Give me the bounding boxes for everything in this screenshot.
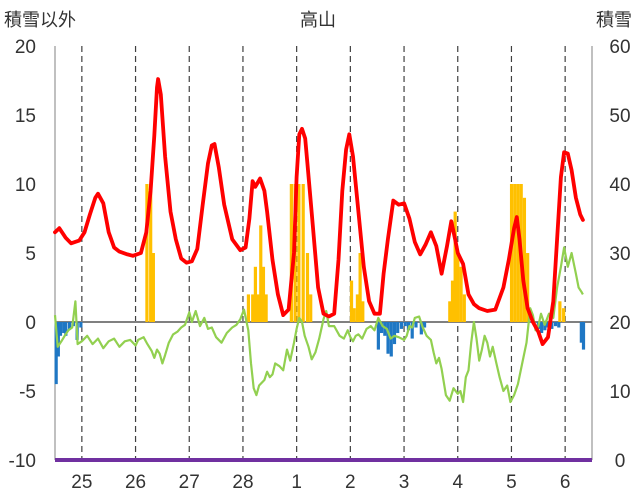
right-tick-label: 50 — [609, 106, 630, 127]
orange-bar — [256, 294, 260, 322]
orange-bar — [558, 301, 562, 322]
orange-bar — [456, 253, 460, 322]
orange-bar — [355, 294, 360, 322]
orange-bar — [522, 197, 527, 322]
grid-layer — [54, 46, 593, 460]
blue-bar — [579, 322, 583, 343]
orange-bar — [309, 294, 313, 322]
orange-bar — [297, 184, 301, 322]
x-tick-label: 25 — [71, 472, 92, 493]
blue-bar — [67, 322, 72, 329]
orange-bar — [349, 280, 354, 322]
blue-bar — [399, 322, 404, 329]
orange-bar — [301, 184, 305, 322]
orange-bar — [450, 280, 455, 322]
blue-bar — [58, 322, 63, 336]
blue-bar — [419, 322, 423, 335]
x-tick-label: 2 — [345, 472, 356, 493]
orange-bar — [513, 184, 517, 322]
x-tick-label: 1 — [291, 472, 302, 493]
blue-bar — [422, 322, 427, 328]
blue-bar — [410, 322, 414, 339]
left-tick-label: 5 — [25, 244, 36, 265]
left-tick-label: -5 — [19, 382, 36, 403]
right-tick-label: 10 — [609, 382, 630, 403]
right-tick-label: 60 — [609, 37, 630, 58]
blue-bar — [62, 322, 66, 334]
orange-bar — [448, 301, 452, 322]
chart-title: 高山 — [300, 10, 336, 30]
lines-layer — [53, 77, 592, 462]
left-tick-label: -10 — [9, 451, 36, 472]
blue-bar — [56, 322, 60, 357]
blue-bar — [540, 322, 544, 334]
orange-bar — [253, 266, 258, 322]
left-tick-label: 15 — [15, 106, 36, 127]
blue-bar — [581, 322, 586, 350]
x-tick-label: 6 — [560, 472, 571, 493]
blue-bar — [543, 322, 547, 331]
left-tick-label: 10 — [15, 175, 36, 196]
right-tick-label: 0 — [615, 451, 626, 472]
left-tick-label: 0 — [25, 313, 36, 334]
orange-bar — [361, 301, 365, 322]
blue-bar — [396, 322, 400, 334]
orange-bar — [145, 184, 149, 322]
blue-bar — [414, 322, 418, 328]
orange-bar — [459, 266, 463, 322]
x-tick-label: 28 — [232, 472, 253, 493]
blue-bar — [557, 322, 561, 328]
orange-bar — [151, 253, 155, 322]
green-series-line — [53, 246, 584, 404]
blue-bar — [392, 322, 397, 345]
right-tick-label: 40 — [609, 175, 630, 196]
left-tick-label: 20 — [15, 37, 36, 58]
blue-bar — [54, 322, 58, 385]
x-tick-label: 4 — [452, 472, 463, 493]
orange-bar — [352, 308, 356, 322]
orange-bar — [562, 308, 566, 322]
blue-bar — [79, 322, 83, 328]
orange-bar — [149, 184, 153, 322]
orange-bar — [246, 294, 251, 322]
orange-bar — [289, 184, 293, 322]
blue-bar — [386, 322, 390, 354]
orange-bar — [259, 225, 263, 322]
orange-bar — [526, 253, 530, 322]
blue-bar — [383, 322, 387, 336]
blue-bar — [550, 322, 554, 329]
orange-bar — [251, 294, 255, 322]
x-tick-label: 5 — [506, 472, 517, 493]
right-tick-label: 30 — [609, 244, 630, 265]
right-axis-title: 積雪 — [596, 10, 632, 30]
blue-bar — [379, 322, 384, 334]
blue-bar — [64, 322, 68, 336]
blue-bar — [376, 322, 380, 350]
x-tick-label: 3 — [399, 472, 410, 493]
blue-bar — [403, 322, 407, 327]
orange-bar — [261, 266, 266, 322]
right-tick-label: 20 — [609, 313, 630, 334]
x-tick-label: 26 — [125, 472, 146, 493]
x-tick-label: 27 — [179, 472, 200, 493]
red-series-line — [53, 77, 585, 346]
left-axis-title: 積雪以外 — [4, 10, 76, 30]
orange-bar — [358, 253, 362, 322]
orange-bar — [453, 211, 457, 322]
orange-bar — [462, 294, 466, 322]
orange-bar — [264, 294, 268, 322]
blue-bar — [553, 322, 558, 327]
orange-bar — [305, 253, 310, 322]
orange-bar — [516, 184, 520, 322]
